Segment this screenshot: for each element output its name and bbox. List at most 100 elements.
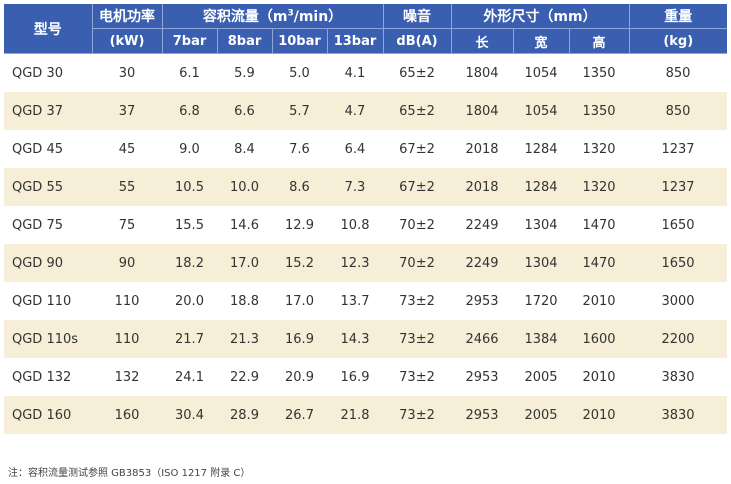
cell-flow-8: 5.9 — [217, 53, 272, 92]
cell-model: QGD 37 — [4, 92, 92, 130]
cell-width: 2005 — [513, 358, 570, 396]
cell-flow-8: 28.9 — [217, 396, 272, 434]
footnote: 注：容积流量测试参照 GB3853（ISO 1217 附录 C） — [8, 468, 251, 479]
cell-flow-8: 17.0 — [217, 244, 272, 282]
cell-weight: 3000 — [629, 282, 728, 320]
cell-power: 75 — [92, 206, 162, 244]
table-header: 型号 电机功率 容积流量（m3/min） 噪音 外形尺寸（mm） 重量 (kW)… — [4, 4, 728, 54]
cell-flow-7: 24.1 — [162, 358, 217, 396]
cell-flow-10: 16.9 — [272, 320, 327, 358]
cell-width: 1304 — [513, 244, 570, 282]
cell-length: 2018 — [451, 168, 514, 206]
cell-flow-13: 4.7 — [327, 92, 384, 130]
cell-flow-8: 21.3 — [217, 320, 272, 358]
cell-power: 55 — [92, 168, 162, 206]
cell-flow-13: 7.3 — [327, 168, 384, 206]
cell-height: 1320 — [569, 130, 630, 168]
cell-length: 2249 — [451, 244, 514, 282]
cell-noise: 70±2 — [383, 206, 452, 244]
cell-flow-13: 6.4 — [327, 130, 384, 168]
cell-noise: 67±2 — [383, 168, 452, 206]
cell-flow-10: 20.9 — [272, 358, 327, 396]
cell-flow-10: 15.2 — [272, 244, 327, 282]
cell-flow-7: 15.5 — [162, 206, 217, 244]
cell-length: 1804 — [451, 53, 514, 92]
cell-noise: 70±2 — [383, 244, 452, 282]
cell-weight: 1650 — [629, 244, 728, 282]
cell-noise: 73±2 — [383, 396, 452, 434]
cell-flow-10: 12.9 — [272, 206, 327, 244]
cell-weight: 1237 — [629, 130, 728, 168]
cell-flow-10: 8.6 — [272, 168, 327, 206]
cell-height: 1600 — [569, 320, 630, 358]
cell-flow-7: 20.0 — [162, 282, 217, 320]
header-model: 型号 — [4, 4, 93, 54]
table-row: QGD 55 55 10.5 10.0 8.6 7.3 67±2 2018 12… — [4, 168, 728, 206]
cell-height: 1320 — [569, 168, 630, 206]
cell-noise: 67±2 — [383, 130, 452, 168]
cell-flow-8: 14.6 — [217, 206, 272, 244]
cell-weight: 3830 — [629, 358, 728, 396]
cell-power: 90 — [92, 244, 162, 282]
cell-noise: 73±2 — [383, 358, 452, 396]
cell-length: 2953 — [451, 282, 514, 320]
cell-flow-8: 22.9 — [217, 358, 272, 396]
cell-width: 1054 — [513, 53, 570, 92]
cell-height: 2010 — [569, 282, 630, 320]
cell-width: 1284 — [513, 130, 570, 168]
header-pressure-13: 13bar — [327, 28, 384, 54]
cell-flow-7: 9.0 — [162, 130, 217, 168]
spec-table: 型号 电机功率 容积流量（m3/min） 噪音 外形尺寸（mm） 重量 (kW)… — [4, 4, 728, 434]
cell-power: 160 — [92, 396, 162, 434]
cell-flow-13: 12.3 — [327, 244, 384, 282]
header-width: 宽 — [513, 28, 570, 54]
cell-flow-13: 14.3 — [327, 320, 384, 358]
cell-length: 2249 — [451, 206, 514, 244]
cell-flow-10: 5.0 — [272, 53, 327, 92]
header-weight-unit: (kg) — [629, 28, 728, 54]
header-height: 高 — [569, 28, 630, 54]
cell-weight: 850 — [629, 53, 728, 92]
cell-length: 2018 — [451, 130, 514, 168]
cell-flow-10: 17.0 — [272, 282, 327, 320]
cell-weight: 1650 — [629, 206, 728, 244]
cell-width: 1284 — [513, 168, 570, 206]
cell-flow-7: 6.8 — [162, 92, 217, 130]
header-dims: 外形尺寸（mm） — [451, 4, 630, 29]
table-row: QGD 160 160 30.4 28.9 26.7 21.8 73±2 295… — [4, 396, 728, 434]
cell-width: 1304 — [513, 206, 570, 244]
table-row: QGD 132 132 24.1 22.9 20.9 16.9 73±2 295… — [4, 358, 728, 396]
cell-weight: 2200 — [629, 320, 728, 358]
cell-flow-10: 7.6 — [272, 130, 327, 168]
table-row: QGD 75 75 15.5 14.6 12.9 10.8 70±2 2249 … — [4, 206, 728, 244]
table-row: QGD 110 110 20.0 18.8 17.0 13.7 73±2 295… — [4, 282, 728, 320]
table-row: QGD 110s 110 21.7 21.3 16.9 14.3 73±2 24… — [4, 320, 728, 358]
cell-length: 2953 — [451, 396, 514, 434]
cell-model: QGD 160 — [4, 396, 92, 434]
cell-model: QGD 45 — [4, 130, 92, 168]
cell-flow-8: 18.8 — [217, 282, 272, 320]
cell-length: 2953 — [451, 358, 514, 396]
cell-model: QGD 132 — [4, 358, 92, 396]
cell-flow-8: 10.0 — [217, 168, 272, 206]
header-pressure-10: 10bar — [272, 28, 328, 54]
table-row: QGD 45 45 9.0 8.4 7.6 6.4 67±2 2018 1284… — [4, 130, 728, 168]
cell-power: 37 — [92, 92, 162, 130]
cell-length: 1804 — [451, 92, 514, 130]
cell-model: QGD 90 — [4, 244, 92, 282]
cell-height: 1470 — [569, 206, 630, 244]
cell-height: 2010 — [569, 358, 630, 396]
cell-flow-13: 13.7 — [327, 282, 384, 320]
table-body: QGD 30 30 6.1 5.9 5.0 4.1 65±2 1804 1054… — [4, 53, 728, 434]
table-row: QGD 37 37 6.8 6.6 5.7 4.7 65±2 1804 1054… — [4, 92, 728, 130]
cell-flow-8: 8.4 — [217, 130, 272, 168]
cell-noise: 65±2 — [383, 53, 452, 92]
cell-power: 110 — [92, 282, 162, 320]
header-flow: 容积流量（m3/min） — [162, 4, 384, 29]
cell-weight: 3830 — [629, 396, 728, 434]
header-weight: 重量 — [629, 4, 728, 29]
cell-power: 132 — [92, 358, 162, 396]
header-noise: 噪音 — [383, 4, 452, 29]
cell-noise: 73±2 — [383, 320, 452, 358]
